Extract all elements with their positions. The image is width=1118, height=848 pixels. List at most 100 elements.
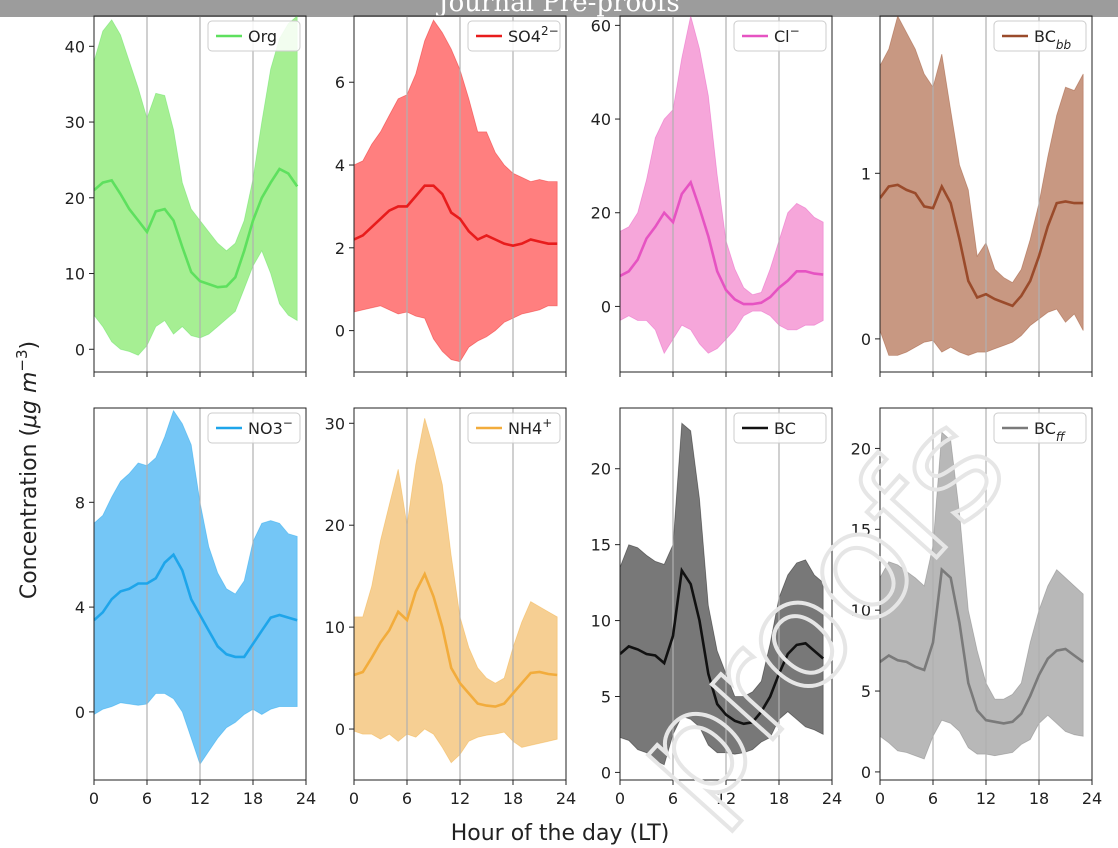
y-tick-label: 0 (75, 340, 85, 359)
y-tick-label: 6 (335, 73, 345, 92)
y-tick-label: 10 (65, 265, 85, 284)
range-band (354, 19, 558, 363)
y-tick-label: 0 (601, 297, 611, 316)
range-band (880, 431, 1084, 760)
x-tick-label: 6 (928, 789, 938, 808)
panel-4: 0 1 BCbb (861, 15, 1093, 377)
panel-7: 0 5 10 15 20 0 6 12 18 24 BC (591, 407, 842, 808)
y-tick-label: 30 (325, 414, 345, 433)
legend-label: NH4+ (508, 416, 552, 438)
legend-label-sub: ff (1056, 430, 1066, 444)
legend-label: Org (248, 27, 277, 46)
y-tick-label: 4 (335, 156, 345, 175)
y-tick-label: 20 (591, 204, 611, 223)
y-tick-label: 10 (591, 612, 611, 631)
y-tick-label: 2 (335, 239, 345, 258)
x-tick-label: 24 (556, 789, 576, 808)
panel-1: 0 10 20 30 40 Org (65, 15, 307, 377)
y-tick-label: 20 (65, 189, 85, 208)
legend-label-main: BC (774, 419, 796, 438)
y-tick-label: 0 (335, 720, 345, 739)
range-band (620, 16, 824, 355)
y-tick-label: 60 (591, 16, 611, 35)
legend-box (733, 20, 827, 52)
y-tick-label: 0 (861, 763, 871, 782)
mean-line (620, 179, 824, 306)
y-axis-label-suffix: ) (17, 341, 42, 350)
mean-line (880, 567, 1084, 725)
panel-6: 0 10 20 30 0 6 12 18 24 NH4+ (325, 407, 576, 808)
x-tick-label: 12 (716, 789, 736, 808)
legend-label-sup: − (790, 24, 800, 38)
legend-label-main: Cl (774, 27, 790, 46)
y-tick-label: 0 (861, 330, 871, 349)
y-tick-label: 20 (591, 460, 611, 479)
y-tick-label: 0 (601, 763, 611, 782)
x-tick-label: 12 (450, 789, 470, 808)
legend-label-main: Org (248, 27, 277, 46)
x-tick-label: 0 (875, 789, 885, 808)
range-band (354, 418, 558, 764)
legend-label: NO3− (248, 416, 293, 438)
mean-line (354, 184, 558, 248)
panel-3: 0 20 40 60 Cl− (591, 15, 833, 377)
y-tick-label: 10 (325, 618, 345, 637)
legend-label-main: SO4 (508, 27, 541, 46)
mean-line (620, 566, 825, 726)
legend-label: Cl− (774, 24, 800, 46)
range-band (880, 16, 1084, 356)
panel-5: 0 4 8 0 6 12 18 24 NO3− (75, 407, 316, 808)
y-tick-label: 40 (65, 37, 85, 56)
legend-box (467, 412, 561, 444)
y-axis-label-prefix: Concentration ( (17, 428, 42, 599)
panel-8: 0 5 10 15 20 0 6 12 18 24 BCff (851, 407, 1102, 808)
legend-label: BC (774, 419, 796, 438)
y-tick-label: 15 (851, 520, 871, 539)
x-tick-label: 24 (296, 789, 316, 808)
x-tick-label: 24 (822, 789, 842, 808)
legend-label-sup: 2− (541, 24, 559, 38)
legend-box (467, 20, 561, 52)
x-axis-label: Hour of the day (LT) (451, 821, 670, 846)
legend-label-sub: bb (1056, 38, 1072, 52)
legend-label-main: BC (1034, 27, 1056, 46)
mean-line (880, 183, 1084, 308)
range-band (94, 409, 298, 766)
banner-text: Journal Pre-proofs (438, 0, 680, 17)
legend-label-main: NH4 (508, 419, 542, 438)
legend-label: SO42− (508, 24, 559, 46)
legend-label: BCbb (1034, 27, 1071, 52)
x-tick-label: 6 (402, 789, 412, 808)
y-tick-label: 4 (75, 598, 85, 617)
journal-banner: Journal Pre-proofs (0, 0, 1118, 17)
x-tick-label: 6 (668, 789, 678, 808)
x-tick-label: 18 (769, 789, 789, 808)
y-tick-label: 10 (851, 601, 871, 620)
x-tick-label: 0 (615, 789, 625, 808)
y-axis-label-exp: −3 (13, 349, 31, 371)
range-band (94, 16, 298, 356)
x-tick-label: 18 (1029, 789, 1049, 808)
legend-box (207, 20, 301, 52)
mean-line (94, 167, 299, 289)
y-tick-label: 20 (325, 516, 345, 535)
y-tick-label: 0 (335, 322, 345, 341)
y-tick-label: 30 (65, 113, 85, 132)
legend-label-main: NO3 (248, 419, 283, 438)
y-tick-label: 0 (75, 703, 85, 722)
x-tick-label: 0 (89, 789, 99, 808)
y-tick-label: 20 (851, 439, 871, 458)
y-tick-label: 5 (601, 687, 611, 706)
y-tick-label: 40 (591, 110, 611, 129)
legend-label: BCff (1034, 419, 1066, 444)
y-tick-label: 5 (861, 682, 871, 701)
legend-label-sup: − (283, 416, 293, 430)
mean-line (94, 552, 298, 659)
y-axis-label-unit: μg m (17, 372, 42, 429)
legend-box (733, 412, 827, 444)
legend-box (993, 412, 1087, 444)
y-axis-label: Concentration (μg m−3) (13, 341, 42, 599)
x-tick-label: 12 (190, 789, 210, 808)
range-band (620, 422, 824, 766)
